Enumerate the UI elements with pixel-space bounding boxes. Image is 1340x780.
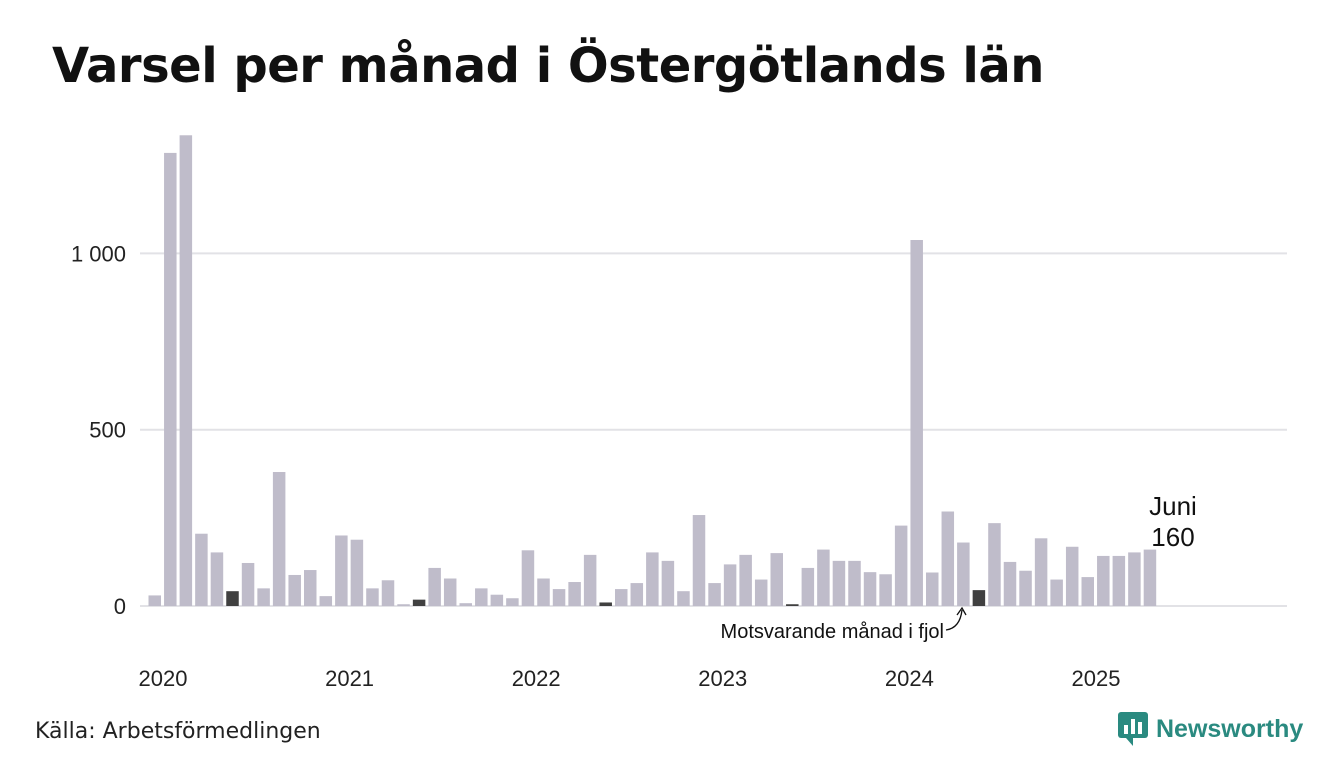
gridlines xyxy=(140,252,1287,607)
bar-2021-08 xyxy=(443,578,457,606)
bar-2023-12 xyxy=(879,574,892,606)
bar-2023-11 xyxy=(863,572,877,606)
bar-2020-06 xyxy=(226,591,239,606)
bar-2023-10 xyxy=(848,560,861,606)
bar-2020-08 xyxy=(257,588,270,606)
bar-2021-05 xyxy=(397,604,410,606)
bar-2025-02 xyxy=(1097,555,1110,606)
bar-2023-03 xyxy=(739,554,752,606)
last-month-label: Juni xyxy=(1149,491,1197,521)
bar-2021-03 xyxy=(366,588,379,606)
x-tick-label: 2025 xyxy=(1072,666,1121,691)
bar-2023-07 xyxy=(801,567,815,606)
y-tick-label: 0 xyxy=(114,594,126,619)
bar-2021-04 xyxy=(381,580,395,606)
bar-2023-05 xyxy=(770,553,783,606)
bar-2021-09 xyxy=(459,603,472,606)
bar-2024-08 xyxy=(1003,561,1017,606)
bar-2022-02 xyxy=(537,578,550,606)
bar-2024-06 xyxy=(972,590,986,606)
bar-2021-01 xyxy=(335,535,348,606)
annotation-arrow xyxy=(945,609,963,631)
x-tick-label: 2020 xyxy=(139,666,188,691)
chart-title: Varsel per månad i Östergötlands län xyxy=(52,38,1044,94)
x-axis-ticks: 2020 2021 2022 2023 2024 2025 xyxy=(139,666,1121,691)
bar-2022-11 xyxy=(677,591,690,606)
x-tick-label: 2023 xyxy=(698,666,747,691)
bar-2022-07 xyxy=(615,589,628,606)
bar-2023-06 xyxy=(786,604,799,606)
y-tick-label: 500 xyxy=(89,418,126,443)
bar-2020-05 xyxy=(210,552,224,606)
bar-2020-12 xyxy=(319,596,333,606)
bar-2024-03 xyxy=(926,572,939,606)
bar-2022-10 xyxy=(661,560,675,606)
bar-2020-03 xyxy=(179,135,193,607)
bar-2025-05 xyxy=(1143,549,1157,606)
bar-2020-11 xyxy=(304,570,317,606)
bar-2022-05 xyxy=(583,554,597,606)
bar-2020-10 xyxy=(288,574,301,606)
bar-2024-04 xyxy=(941,511,955,606)
bar-2020-07 xyxy=(241,562,255,606)
prior-year-annotation: Motsvarande månad i fjol xyxy=(721,621,944,643)
bar-2022-12 xyxy=(692,515,706,606)
x-tick-label: 2022 xyxy=(512,666,561,691)
source-note: Källa: Arbetsförmedlingen xyxy=(35,719,321,744)
bar-2021-02 xyxy=(350,539,364,606)
bar-2023-09 xyxy=(832,560,846,606)
brand-name: Newsworthy xyxy=(1156,714,1304,743)
bars xyxy=(148,135,1157,607)
bar-2024-07 xyxy=(988,523,1001,606)
bar-2020-02 xyxy=(164,152,177,606)
bar-2024-11 xyxy=(1050,579,1063,606)
bar-2023-04 xyxy=(754,579,768,606)
bar-2022-04 xyxy=(568,582,581,606)
bar-2024-12 xyxy=(1065,546,1079,606)
bar-2023-01 xyxy=(708,583,721,606)
bar-2022-03 xyxy=(552,589,566,606)
y-tick-label: 1 000 xyxy=(71,241,126,266)
bar-2021-11 xyxy=(490,594,504,606)
bar-2022-01 xyxy=(521,550,535,606)
x-tick-label: 2024 xyxy=(885,666,934,691)
y-axis-ticks: 0 500 1 000 xyxy=(71,241,126,619)
bar-2022-09 xyxy=(646,552,659,606)
bar-2024-10 xyxy=(1034,538,1048,606)
bar-2024-01 xyxy=(894,525,908,606)
bar-2024-05 xyxy=(957,542,970,606)
annotations: Juni 160 Motsvarande månad i fjol xyxy=(721,491,1197,643)
bar-2021-12 xyxy=(506,598,519,606)
bar-2022-06 xyxy=(599,602,612,606)
last-value-label: 160 xyxy=(1151,522,1194,552)
x-tick-label: 2021 xyxy=(325,666,374,691)
brand-logo: Newsworthy xyxy=(1118,712,1303,746)
bar-2025-03 xyxy=(1112,555,1126,606)
bar-2021-07 xyxy=(428,567,441,606)
bar-2023-02 xyxy=(723,564,737,606)
bar-2024-02 xyxy=(910,240,923,606)
bar-2021-10 xyxy=(475,588,488,606)
bar-2022-08 xyxy=(630,583,644,606)
bar-2025-01 xyxy=(1081,577,1094,606)
bar-2020-01 xyxy=(148,595,161,606)
annotation-arrowhead xyxy=(956,606,967,616)
bar-2021-06 xyxy=(412,599,426,606)
bar-chart: 0 500 1 000 2020 2021 2022 2023 2024 2025 Juni … xyxy=(71,135,1287,691)
bar-2024-09 xyxy=(1019,570,1032,606)
bar-2023-08 xyxy=(817,549,830,606)
bar-2020-09 xyxy=(272,472,286,606)
bar-2025-04 xyxy=(1128,552,1141,606)
bar-2020-04 xyxy=(195,533,208,606)
newsworthy-logo-icon xyxy=(1118,712,1148,746)
